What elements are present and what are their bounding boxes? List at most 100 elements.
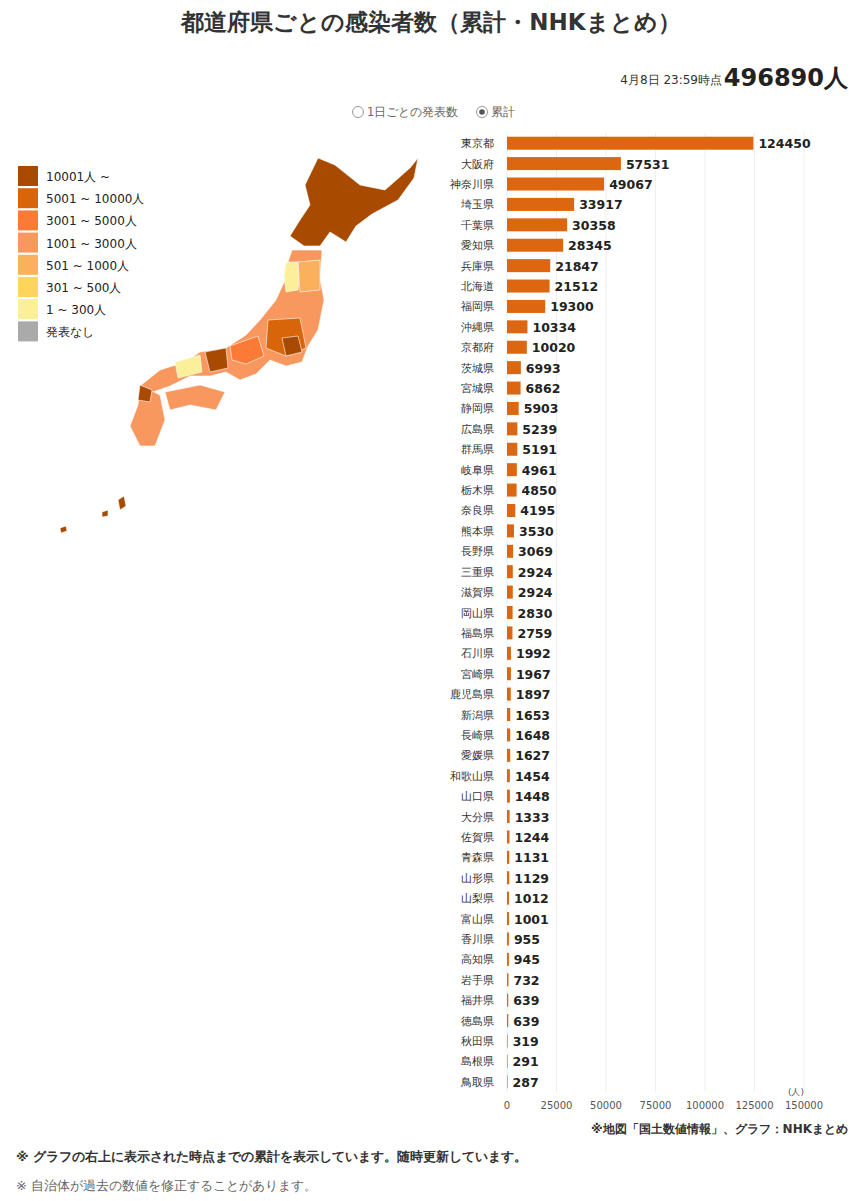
tick-label: 25000 <box>541 1100 573 1111</box>
legend-label: 501 ~ 1000人 <box>46 259 129 273</box>
data-label: 6993 <box>526 361 561 376</box>
bar <box>507 382 521 395</box>
fukuoka <box>138 385 152 402</box>
bar <box>507 586 513 599</box>
bar <box>507 647 511 660</box>
bar <box>507 341 527 354</box>
data-label: 4961 <box>522 463 557 478</box>
category-label: 大分県 <box>461 811 494 823</box>
category-label: 群馬県 <box>461 443 494 455</box>
data-label: 19300 <box>550 299 594 314</box>
timestamp: 4月8日 23:59時点 <box>620 73 722 87</box>
radio-label: 累計 <box>491 105 515 119</box>
title: 都道府県ごとの感染者数（累計・NHKまとめ） <box>180 9 680 35</box>
data-label: 1129 <box>514 871 549 886</box>
bar <box>507 688 511 701</box>
data-label: 10334 <box>532 320 576 335</box>
bar <box>507 300 545 313</box>
data-label: 1992 <box>516 646 551 661</box>
bar <box>507 524 514 537</box>
legend-label: 1 ~ 300人 <box>46 303 106 317</box>
category-label: 宮崎県 <box>461 668 494 680</box>
kyushu <box>130 385 165 446</box>
bar <box>507 994 508 1007</box>
data-label: 124450 <box>758 136 810 151</box>
data-label: 1648 <box>515 728 550 743</box>
data-label: 1131 <box>514 850 549 865</box>
bar <box>507 626 512 639</box>
data-label: 3069 <box>518 544 553 559</box>
category-label: 兵庫県 <box>461 260 494 272</box>
bar <box>507 667 511 680</box>
bars <box>507 137 753 1089</box>
axis-label: (人) <box>788 1087 804 1097</box>
bar <box>507 749 510 762</box>
bar <box>507 769 510 782</box>
bar <box>507 280 550 293</box>
note: ※ グラフの右上に表示された時点までの累計を表示しています。随時更新しています。 <box>16 1149 527 1164</box>
category-label: 和歌山県 <box>450 770 494 782</box>
data-label: 1653 <box>515 708 550 723</box>
okinawa-islands <box>102 510 108 517</box>
data-label: 319 <box>513 1034 539 1049</box>
legend-label: 3001 ~ 5000人 <box>46 214 137 228</box>
note: ※ 自治体が過去の数値を修正することがあります。 <box>16 1178 317 1193</box>
grid-line <box>705 133 706 1092</box>
bar <box>507 708 510 721</box>
data-label: 287 <box>513 1075 539 1090</box>
category-label: 長崎県 <box>461 729 494 741</box>
category-label: 愛知県 <box>461 239 494 251</box>
shikoku <box>165 385 225 410</box>
legend-swatch <box>18 277 38 297</box>
data-label: 33917 <box>579 197 623 212</box>
category-label: 宮城県 <box>461 382 494 394</box>
grid-line <box>655 133 656 1092</box>
data-label: 2924 <box>518 565 553 580</box>
category-label: 神奈川県 <box>450 178 494 190</box>
data-label: 945 <box>514 952 540 967</box>
bar <box>507 259 550 272</box>
bar <box>507 953 509 966</box>
data-label: 2924 <box>518 585 553 600</box>
total: 496890人 <box>724 64 849 92</box>
bar <box>507 851 509 864</box>
bar <box>507 320 527 333</box>
category-label: 石川県 <box>461 647 494 659</box>
bar <box>507 545 513 558</box>
category-label: 愛媛県 <box>461 749 494 761</box>
category-label: 茨城県 <box>461 362 494 374</box>
data-label: 2759 <box>517 626 552 641</box>
bar <box>507 606 513 619</box>
category-label: 富山県 <box>461 913 494 925</box>
page: 都道府県ごとの感染者数（累計・NHKまとめ） 4月8日 23:59時点496890… <box>0 0 862 1201</box>
legend-swatch <box>18 255 38 275</box>
data-label: 30358 <box>572 218 616 233</box>
bar <box>507 484 517 497</box>
category-label: 岐阜県 <box>461 464 494 476</box>
data-label: 1967 <box>516 667 551 682</box>
category-label: 北海道 <box>461 280 494 292</box>
bar <box>507 239 563 252</box>
bar <box>507 973 508 986</box>
bar <box>507 1014 508 1027</box>
category-label: 高知県 <box>461 953 494 965</box>
bar <box>507 565 513 578</box>
category-label: 福岡県 <box>461 300 494 312</box>
tokyo <box>282 336 302 356</box>
honshu <box>140 250 324 393</box>
data-label: 4195 <box>520 503 555 518</box>
category-label: 新潟県 <box>461 709 494 721</box>
source: ※地図「国土数値情報」、グラフ：NHKまとめ <box>591 1122 848 1136</box>
map <box>60 158 418 533</box>
category-label: 鳥取県 <box>460 1076 494 1088</box>
bar <box>507 871 509 884</box>
category-label: 山梨県 <box>461 892 494 904</box>
category-label: 広島県 <box>461 423 494 435</box>
bar <box>507 218 567 231</box>
category-label: 秋田県 <box>461 1035 494 1047</box>
data-label: 1454 <box>515 769 550 784</box>
data-label: 21512 <box>555 279 599 294</box>
bar <box>507 137 753 150</box>
category-label: 佐賀県 <box>461 831 494 843</box>
bar <box>507 463 517 476</box>
